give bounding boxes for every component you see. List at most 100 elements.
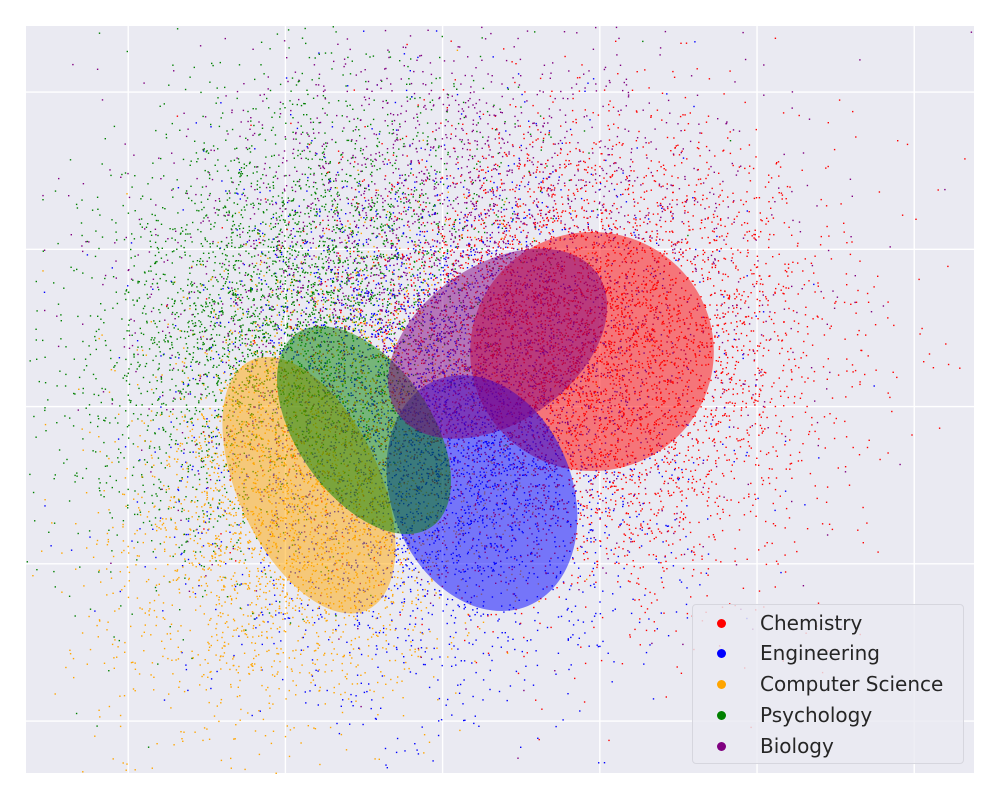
scatter-point [755,315,757,317]
scatter-point [622,193,624,195]
scatter-point [411,569,413,572]
scatter-point [195,609,197,611]
scatter-point [180,288,182,290]
scatter-point [517,212,519,215]
scatter-point [196,209,198,212]
scatter-point [98,436,100,438]
scatter-point [159,414,162,416]
scatter-point [123,457,125,459]
scatter-point [304,239,306,241]
scatter-point [188,353,190,355]
scatter-point [214,542,216,545]
scatter-point [797,331,799,333]
scatter-point [397,129,399,131]
scatter-point [701,555,703,557]
scatter-point [470,86,472,88]
scatter-point [234,503,236,505]
scatter-point [33,415,35,418]
scatter-point [263,336,265,338]
scatter-point [111,403,113,405]
scatter-point [332,629,334,631]
scatter-point [189,393,192,395]
scatter-point [457,243,459,245]
scatter-point [258,318,261,320]
scatter-point [227,344,229,346]
scatter-point [522,177,524,179]
scatter-point [256,595,258,598]
scatter-point [554,670,556,672]
scatter-point [303,311,305,313]
scatter-point [186,298,188,300]
scatter-point [728,297,730,299]
scatter-point [209,246,211,248]
scatter-point [427,136,429,138]
scatter-point [656,109,659,111]
scatter-point [159,311,161,314]
scatter-point [335,321,338,323]
scatter-point [139,459,141,461]
scatter-point [325,620,327,622]
scatter-point [221,636,223,639]
scatter-point [294,166,296,169]
scatter-point [199,551,202,553]
scatter-point [284,631,287,633]
scatter-point [243,629,245,631]
scatter-point [440,266,443,269]
scatter-point [334,323,336,325]
scatter-point [721,303,723,305]
scatter-point [374,314,377,317]
scatter-point [147,746,150,748]
scatter-point [471,226,473,228]
scatter-point [199,375,201,378]
scatter-point [391,295,393,297]
scatter-point [355,140,358,142]
scatter-point [605,85,607,87]
scatter-point [447,656,449,658]
scatter-point [324,321,326,323]
scatter-point [590,494,593,496]
scatter-point [557,182,559,185]
scatter-point [342,152,344,154]
scatter-point [201,208,203,211]
scatter-point [221,399,223,401]
scatter-point [181,651,183,654]
scatter-point [469,97,471,100]
scatter-point [817,316,819,318]
scatter-point [97,512,100,514]
scatter-point [630,469,633,471]
scatter-point [256,537,258,540]
scatter-point [432,279,435,281]
scatter-point [212,391,214,393]
scatter-point [602,206,605,208]
scatter-point [500,206,503,209]
scatter-point [355,272,357,274]
scatter-point [171,659,173,661]
scatter-point [165,489,168,491]
scatter-point [341,115,343,117]
scatter-point [407,208,409,211]
scatter-point [149,240,151,242]
scatter-point [429,602,432,604]
scatter-point [712,400,715,402]
scatter-point [256,288,258,291]
scatter-point [446,178,448,180]
scatter-point [705,408,707,410]
scatter-point [155,493,157,495]
scatter-point [462,123,464,125]
scatter-point [182,230,184,232]
scatter-point [538,183,540,185]
scatter-point [349,162,352,165]
scatter-point [393,309,396,312]
scatter-point [739,379,741,381]
scatter-point [816,421,819,424]
scatter-point [427,290,429,292]
scatter-point [441,138,444,140]
scatter-point [300,231,302,233]
scatter-point [674,252,676,254]
scatter-point [311,675,314,677]
scatter-point [301,599,303,601]
scatter-point [320,288,322,290]
scatter-point [232,292,235,294]
scatter-point [77,315,79,318]
scatter-point [186,467,188,470]
